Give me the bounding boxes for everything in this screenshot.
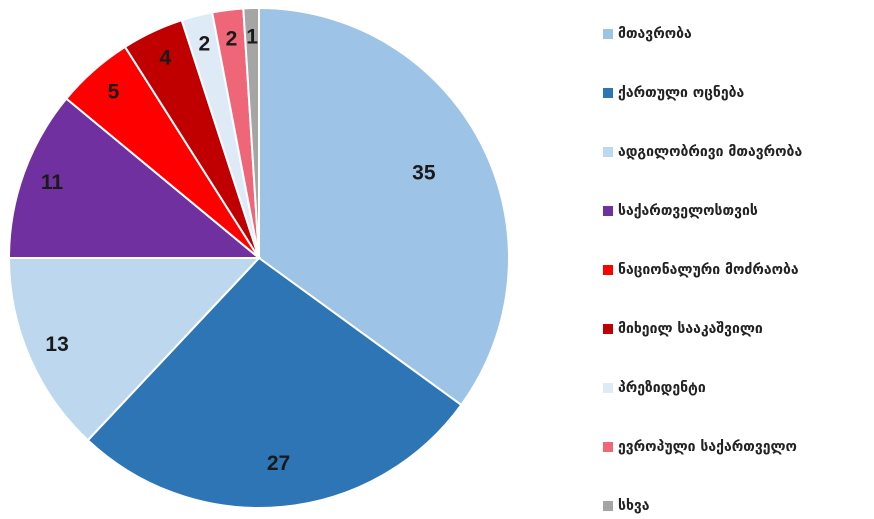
pie-slice	[242, 6, 260, 259]
legend-label: ნაციონალური მოძრაობა	[618, 262, 799, 278]
legend-label: საქართველოსთვის	[618, 203, 758, 219]
legend-label: მთავრობა	[618, 26, 692, 42]
legend-swatch	[603, 501, 613, 511]
value-label: 11	[41, 171, 64, 194]
value-label: 1	[246, 26, 258, 49]
legend-label: ადგილობრივი მთავრობა	[618, 144, 802, 160]
value-label: 27	[267, 452, 290, 475]
pie-slice	[86, 256, 463, 509]
legend-label: სხვა	[618, 498, 650, 514]
legend-swatch	[603, 442, 613, 452]
legend-label: პრეზიდენტი	[618, 380, 706, 396]
legend-swatch	[603, 324, 613, 334]
value-label: 2	[226, 27, 238, 50]
legend-swatch	[603, 147, 613, 157]
legend-swatch	[603, 265, 613, 275]
value-label: 4	[159, 46, 171, 69]
legend-swatch	[603, 383, 613, 393]
legend-label: ევროპული საქართველო	[618, 439, 797, 455]
value-label: 13	[45, 333, 68, 356]
legend-swatch	[603, 88, 613, 98]
legend-swatch	[603, 206, 613, 216]
value-label: 5	[108, 81, 120, 104]
legend-label: ქართული ოცნება	[618, 85, 745, 101]
legend-label: მიხეილ სააკაშვილი	[618, 321, 763, 337]
pie-slice	[7, 257, 262, 442]
value-label: 2	[198, 32, 210, 55]
pie-slice	[258, 6, 510, 407]
pie-slice	[7, 97, 262, 259]
legend-swatch	[603, 29, 613, 39]
value-label: 35	[412, 162, 436, 185]
